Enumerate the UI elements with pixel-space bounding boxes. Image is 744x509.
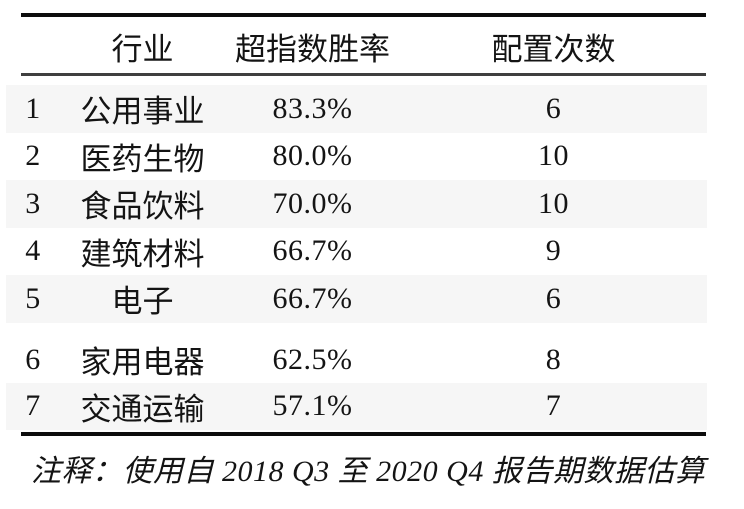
- count-cell: 9: [545, 234, 562, 268]
- rank-cell: 7: [25, 389, 41, 423]
- table-body: 1 公用事业 83.3% 6 2 医药生物 80.0% 10 3 食品饮料 70…: [6, 85, 707, 430]
- count-cell: 6: [545, 91, 562, 125]
- win-rate-cell: 66.7%: [272, 234, 353, 268]
- win-rate-cell: 70.0%: [272, 186, 353, 220]
- industry-cell: 家用电器: [80, 345, 205, 381]
- rank-cell: 4: [25, 234, 41, 268]
- table-row: 5 电子 66.7% 6: [6, 275, 707, 323]
- industry-cell: 电子: [111, 284, 174, 320]
- industry-cell: 公用事业: [80, 94, 205, 130]
- rank-cell: 2: [25, 139, 41, 173]
- rank-cell: 3: [25, 186, 41, 220]
- rank-cell: 1: [25, 91, 41, 125]
- table-row: 1 公用事业 83.3% 6: [6, 85, 707, 133]
- column-header-industry: 行业: [111, 32, 174, 67]
- table-top-rule: [21, 13, 706, 17]
- industry-cell: 建筑材料: [80, 236, 205, 272]
- count-cell: 10: [538, 139, 569, 173]
- count-cell: 6: [545, 281, 562, 315]
- industry-cell: 医药生物: [80, 141, 205, 177]
- column-header-win-rate: 超指数胜率: [235, 32, 390, 67]
- table-note: 注释：使用自 2018 Q3 至 2020 Q4 报告期数据估算: [31, 455, 706, 488]
- count-cell: 10: [538, 186, 569, 220]
- table-row: 6 家用电器 62.5% 8: [6, 337, 707, 384]
- win-rate-cell: 57.1%: [272, 389, 353, 423]
- table-row: 3 食品饮料 70.0% 10: [6, 180, 707, 228]
- table-section-gap: [6, 322, 707, 337]
- win-rate-cell: 66.7%: [272, 281, 353, 315]
- win-rate-cell: 83.3%: [272, 91, 353, 125]
- table-header-row: 行业 超指数胜率 配置次数: [6, 20, 707, 73]
- win-rate-cell: 80.0%: [272, 139, 353, 173]
- industry-cell: 食品饮料: [80, 189, 205, 225]
- column-header-count: 配置次数: [491, 32, 616, 67]
- count-cell: 8: [545, 342, 562, 376]
- table-row: 7 交通运输 57.1% 7: [6, 383, 707, 430]
- table-row: 2 医药生物 80.0% 10: [6, 133, 707, 181]
- rank-cell: 6: [25, 342, 41, 376]
- industry-cell: 交通运输: [80, 391, 205, 427]
- count-cell: 7: [545, 389, 562, 423]
- table-bottom-rule: [21, 432, 706, 436]
- win-rate-cell: 62.5%: [272, 342, 353, 376]
- table-row: 4 建筑材料 66.7% 9: [6, 228, 707, 276]
- table-header-rule: [21, 73, 706, 76]
- rank-cell: 5: [25, 281, 41, 315]
